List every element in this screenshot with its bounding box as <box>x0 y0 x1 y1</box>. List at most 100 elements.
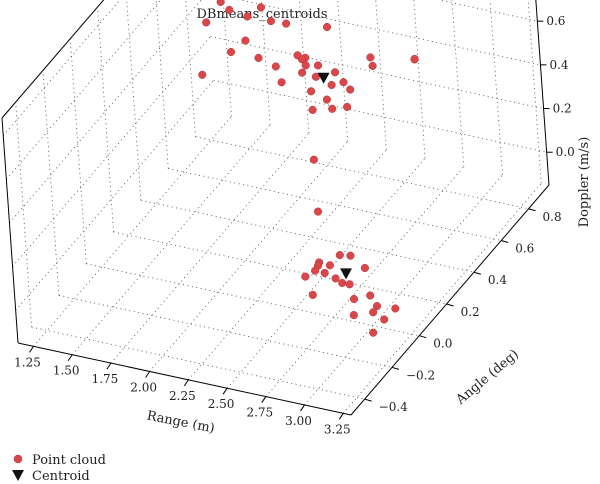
grid-line-floor-y <box>113 231 447 305</box>
grid-line-left-y <box>69 38 87 264</box>
x-tick-label: 2.75 <box>246 406 273 420</box>
x-tick-label: 2.00 <box>130 380 157 394</box>
grid-line-back-z <box>238 0 541 66</box>
grid-line-back-z <box>210 36 544 109</box>
legend-centroid-marker <box>12 470 24 481</box>
grid-line-back-z <box>213 79 547 153</box>
grid-line-back-z <box>437 0 538 22</box>
grid-line-floor-x <box>304 174 503 406</box>
point-cloud-marker <box>297 55 307 64</box>
grid-line-left-y <box>15 102 33 328</box>
point-cloud-marker <box>202 18 211 27</box>
point-cloud-marker <box>313 61 323 70</box>
point-cloud-marker <box>360 263 369 273</box>
y-tick-mark <box>364 398 372 402</box>
point-cloud-marker <box>346 85 355 94</box>
z-tick-label: 0.4 <box>549 58 568 72</box>
point-cloud-marker <box>380 315 389 324</box>
y-tick-mark <box>528 208 536 212</box>
y-tick-label: 0.4 <box>488 273 507 287</box>
point-cloud-marker <box>243 12 252 21</box>
point-cloud-marker <box>307 87 316 96</box>
grid-line-left-y <box>185 0 196 137</box>
point-cloud-marker <box>311 72 320 81</box>
x-tick-label: 1.50 <box>53 364 80 378</box>
point-cloud-marker <box>339 78 348 87</box>
data-points <box>198 0 419 337</box>
y-axis-label: Angle (deg) <box>453 347 522 408</box>
point-cloud-marker <box>349 294 359 304</box>
grid-line-left-z <box>9 0 202 224</box>
point-cloud-marker <box>282 19 291 28</box>
z-axis-label: Doppler (m/s) <box>577 137 592 228</box>
x-tick-mark <box>300 404 305 412</box>
point-cloud-marker <box>256 3 265 12</box>
x-tick-mark <box>67 354 73 361</box>
grid-line-back-x <box>337 0 349 142</box>
point-cloud-marker <box>313 207 323 216</box>
grid-line-left-z <box>2 0 121 136</box>
axis-box-edge <box>17 342 352 416</box>
y-tick-label: 0.6 <box>515 242 534 256</box>
point-cloud-marker <box>410 54 419 63</box>
point-cloud-marker <box>345 280 354 289</box>
grid-line-left-z <box>6 0 162 180</box>
point-cloud-marker <box>391 304 400 313</box>
point-cloud-marker <box>308 105 317 114</box>
grid-line-back-x <box>527 0 542 184</box>
grid-line-back-x <box>413 0 426 159</box>
y-tick-label: 0.2 <box>461 305 480 319</box>
point-cloud-marker <box>226 47 236 57</box>
grid-line-floor-y <box>86 263 420 337</box>
point-cloud-marker <box>327 80 336 90</box>
point-cloud-marker <box>320 268 329 278</box>
y-tick-mark <box>419 335 427 339</box>
legend-point-cloud-marker <box>13 454 23 464</box>
grid-line-floor-x <box>226 157 426 389</box>
grid-line-back-x <box>451 0 465 167</box>
x-tick-mark <box>222 387 228 395</box>
y-tick-label: −0.2 <box>406 368 435 382</box>
point-cloud-marker <box>225 5 234 14</box>
point-cloud-marker <box>216 0 225 6</box>
x-tick-mark <box>106 362 112 370</box>
y-tick-label: −0.4 <box>379 400 409 414</box>
grid-line-back-x <box>299 0 310 134</box>
z-tick-label: 0.0 <box>556 145 575 159</box>
point-cloud-marker <box>331 274 340 283</box>
point-cloud-marker <box>301 61 310 70</box>
grid-line-floor-x <box>71 124 271 356</box>
grid-line-floor-x <box>110 132 310 364</box>
axis-box-edge <box>535 0 550 186</box>
axes-box-edges <box>1 0 550 416</box>
point-cloud-marker <box>366 291 375 300</box>
point-cloud-marker <box>346 251 355 260</box>
grid-line-back-x <box>489 0 503 175</box>
grid-line-floor-x <box>33 116 232 347</box>
grid-line-floor-x <box>342 183 542 414</box>
x-tick-label: 1.25 <box>14 355 41 369</box>
grid-line-floor-y <box>140 199 474 273</box>
y-tick-mark <box>446 303 454 307</box>
x-tick-mark <box>145 371 151 378</box>
z-tick-label: 0.2 <box>553 102 572 116</box>
legend-point-cloud-label: Point cloud <box>32 453 106 468</box>
point-cloud-marker <box>368 61 377 70</box>
legend-centroid-label: Centroid <box>32 469 90 484</box>
point-cloud-marker <box>338 278 347 288</box>
point-cloud-marker <box>309 155 318 164</box>
point-cloud-marker <box>343 102 352 111</box>
point-cloud-marker <box>325 261 334 270</box>
x-tick-label: 2.50 <box>208 397 235 411</box>
point-cloud-marker <box>308 290 317 299</box>
axis-ticks: 1.25 1.50 1.75 2.00 2.25 2.50 2.75 3.00 3.25 −0.4… <box>14 14 575 436</box>
grid-line-floor-x <box>149 141 348 372</box>
z-tick-label: 0.6 <box>546 14 565 28</box>
x-tick-label: 1.75 <box>92 372 119 386</box>
grid-line-left-y <box>126 0 142 201</box>
x-axis-label: Range (m) <box>145 409 215 437</box>
x-tick-label: 3.00 <box>285 414 312 428</box>
axis-box-edge <box>1 117 19 344</box>
grid-line-floor-y <box>31 326 365 400</box>
